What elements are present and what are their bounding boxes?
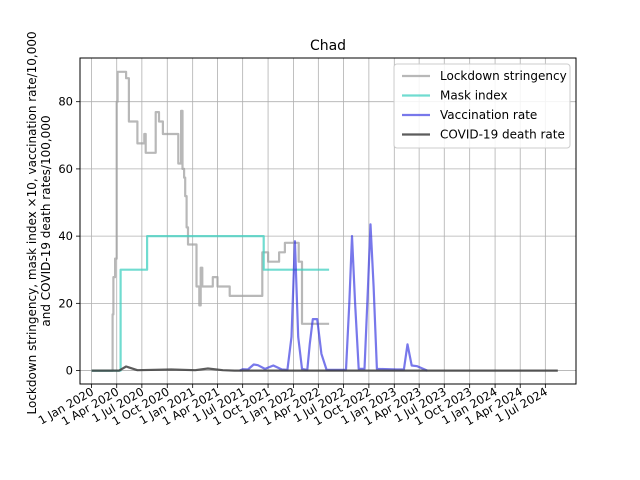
legend-label-1: Mask index <box>440 89 508 103</box>
series-layer <box>91 70 558 372</box>
series-line-3 <box>91 365 558 372</box>
y-tick-label: 60 <box>58 162 73 176</box>
y-tick-label: 20 <box>58 296 73 310</box>
legend-label-3: COVID-19 death rate <box>440 128 565 142</box>
legend-label-2: Vaccination rate <box>440 108 537 122</box>
legend-label-0: Lockdown stringency <box>440 69 567 83</box>
series-line-0 <box>91 70 330 372</box>
legend: Lockdown stringency Mask index Vaccination… <box>393 63 571 149</box>
y-axis-label-line-1: Lockdown stringency, mask index ×10, vac… <box>25 31 39 414</box>
y-tick-label: 80 <box>58 95 73 109</box>
series-line-2 <box>239 223 428 372</box>
legend-box <box>393 63 571 149</box>
plot-frame <box>79 57 577 385</box>
chart-title: Chad <box>310 38 346 54</box>
y-axis-label: Lockdown stringency, mask index ×10, vac… <box>25 28 53 415</box>
y-tick-label: 40 <box>58 229 73 243</box>
y-axis-label-line-2: and COVID-19 death rates/100,000 <box>39 115 53 326</box>
y-tick-label: 0 <box>66 364 73 378</box>
